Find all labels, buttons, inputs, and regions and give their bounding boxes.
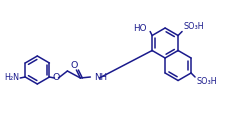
Text: NH: NH [94,73,108,82]
Text: O: O [71,62,78,71]
Text: HO: HO [133,24,146,33]
Text: SO₃H: SO₃H [196,77,217,86]
Text: SO₃H: SO₃H [183,22,204,31]
Text: O: O [53,73,60,82]
Text: H₂N: H₂N [4,73,19,82]
